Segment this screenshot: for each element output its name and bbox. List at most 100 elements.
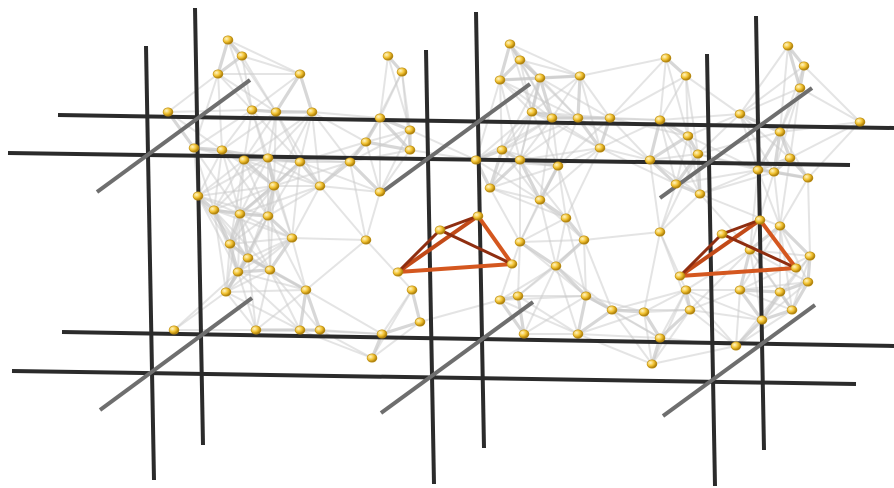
network-bond (674, 153, 700, 185)
atom-node (382, 51, 394, 61)
atom-node (246, 105, 258, 115)
atom-node (270, 107, 282, 117)
atom-node (644, 155, 656, 165)
network-bond (489, 187, 521, 243)
network-bond (273, 161, 351, 187)
vertical-rod (474, 11, 486, 449)
network-bond (371, 289, 413, 359)
atom-node (572, 329, 584, 339)
network-bond (599, 147, 651, 161)
network-bond (217, 73, 277, 113)
network-bond (273, 111, 313, 187)
network-bond (319, 329, 383, 335)
network-bond (269, 268, 307, 292)
vertical-rod (424, 49, 436, 485)
network-bond (609, 117, 661, 121)
atom-node (526, 107, 538, 117)
atom-node (784, 153, 796, 163)
vertical-rod (193, 7, 205, 446)
atom-node (756, 315, 768, 325)
atom-node (734, 285, 746, 295)
network-bond (557, 117, 579, 167)
atom-node (680, 71, 692, 81)
network-bond (379, 55, 389, 119)
network-bond (807, 121, 861, 179)
network-bond (651, 345, 737, 365)
atom-node (854, 117, 866, 127)
atom-node (414, 317, 426, 327)
network-bond (799, 87, 861, 123)
network-bond (649, 134, 689, 162)
network-bond (519, 111, 533, 161)
network-bond (643, 231, 661, 313)
network-bond (611, 309, 661, 339)
lattice-rods (7, 7, 894, 487)
network-bond (519, 117, 579, 161)
diagonal-rod (658, 86, 814, 200)
atom-node (314, 325, 326, 335)
network-bond (311, 111, 367, 143)
network-bond (779, 177, 809, 227)
network-bond (555, 265, 579, 335)
network-bond (238, 213, 250, 259)
network-bond (225, 289, 307, 293)
atom-node (550, 261, 562, 271)
atom-node (774, 287, 786, 297)
network-bond (379, 149, 411, 193)
network-bond (779, 225, 809, 283)
network-bond (773, 170, 809, 180)
network-bond (274, 73, 302, 113)
network-bond (509, 43, 581, 77)
network-bond (565, 147, 601, 219)
network-bond (557, 147, 601, 167)
diagonal-rod (95, 78, 252, 194)
network-bond (697, 113, 741, 155)
network-bond (757, 169, 781, 227)
atom-node (768, 167, 780, 177)
network-bond (689, 309, 763, 321)
network-bond (237, 268, 271, 274)
atom-node (504, 39, 516, 49)
network-bond (611, 308, 645, 314)
network-bond (739, 113, 759, 171)
network-bond (555, 217, 567, 267)
tetrahedron-vertex (506, 259, 518, 269)
network-bond (651, 289, 687, 365)
network-bond (305, 239, 367, 291)
atom-node (546, 113, 558, 123)
atom-node (684, 305, 696, 315)
network-bond (579, 75, 611, 119)
atom-node (578, 235, 590, 245)
network-bond (611, 289, 687, 311)
network-bond (475, 111, 533, 161)
network-bond (167, 73, 219, 113)
network-bond (225, 243, 231, 293)
diagonal-rod (379, 300, 535, 415)
network-bond (217, 54, 243, 76)
atom-node (406, 285, 418, 295)
network-bond (675, 135, 689, 185)
atom-node (646, 359, 658, 369)
atom-node (366, 353, 378, 363)
atom-node (638, 307, 650, 317)
network-bond (648, 119, 662, 161)
network-bond (739, 65, 805, 115)
network-bond (499, 241, 521, 301)
atom-node (682, 131, 694, 141)
atom-node (752, 165, 764, 175)
network-bond (696, 153, 702, 195)
network-bond (649, 159, 661, 233)
network-bond (538, 77, 554, 119)
network-bond (689, 249, 751, 311)
atom-node (660, 53, 672, 63)
network-bond (557, 117, 611, 167)
network-bond (643, 289, 687, 313)
atom-node (242, 253, 254, 263)
network-bond (173, 271, 239, 331)
atom-node (220, 287, 232, 297)
tetrahedron-vertex (392, 267, 404, 277)
network-bond (365, 140, 411, 152)
network-bond (519, 117, 553, 161)
atom-node (168, 325, 180, 335)
network-bond (213, 209, 271, 271)
